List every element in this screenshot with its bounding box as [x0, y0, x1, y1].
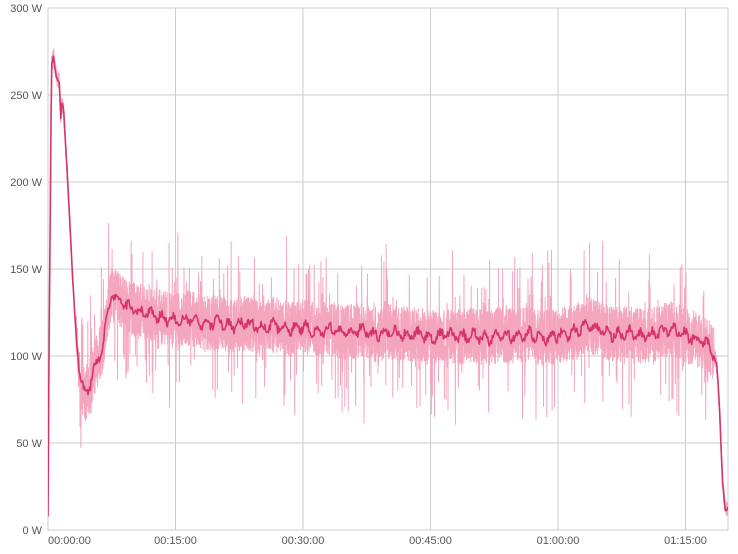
- x-tick-label: 00:15:00: [154, 535, 197, 547]
- x-tick-label: 01:15:00: [664, 535, 707, 547]
- x-tick-label: 01:00:00: [537, 535, 580, 547]
- y-tick-label: 50 W: [16, 438, 42, 450]
- y-tick-label: 100 W: [10, 351, 42, 363]
- x-tick-label: 00:00:00: [48, 535, 91, 547]
- x-tick-label: 00:45:00: [409, 535, 452, 547]
- y-tick-label: 250 W: [10, 90, 42, 102]
- power-time-chart: 0 W 50 W 100 W 150 W 200 W 250 W 300 W 00:00:00…: [0, 0, 738, 554]
- y-tick-label: 150 W: [10, 264, 42, 276]
- y-tick-label: 0 W: [22, 525, 42, 537]
- y-tick-label: 200 W: [10, 177, 42, 189]
- chart-svg: 0 W 50 W 100 W 150 W 200 W 250 W 300 W 00:00:00…: [0, 0, 738, 554]
- x-tick-label: 00:30:00: [282, 535, 325, 547]
- y-tick-label: 300 W: [10, 3, 42, 15]
